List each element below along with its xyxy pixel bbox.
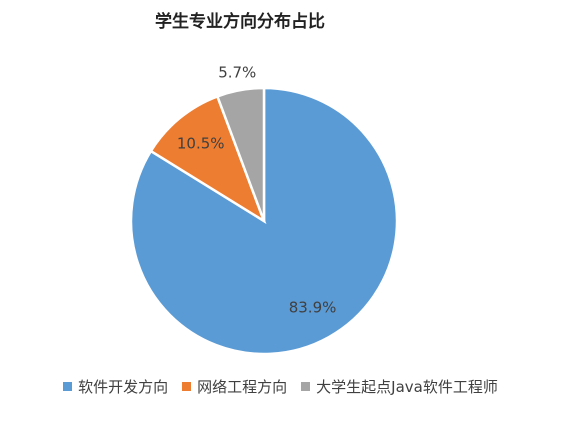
chart: 学生专业方向分布占比 83.9% 10.5% 5.7%: [129, 11, 399, 356]
data-label: 5.7%: [218, 64, 256, 82]
legend-label: 大学生起点Java软件工程师: [316, 378, 498, 396]
legend-item: 软件开发方向: [63, 376, 168, 397]
chart-title: 学生专业方向分布占比: [155, 11, 325, 32]
legend-item: 网络工程方向: [182, 376, 287, 397]
data-label: 83.9%: [289, 299, 337, 317]
legend-swatch: [301, 382, 311, 391]
data-label: 10.5%: [177, 134, 225, 152]
legend-swatch: [182, 382, 192, 391]
legend-label: 网络工程方向: [197, 378, 288, 396]
legend-label: 软件开发方向: [78, 378, 169, 396]
legend: 软件开发方向 网络工程方向 大学生起点Java软件工程师: [0, 376, 561, 397]
legend-swatch: [63, 382, 73, 391]
pie-slice: [149, 94, 267, 224]
legend-item: 大学生起点Java软件工程师: [301, 376, 498, 397]
pie-slice: [215, 86, 266, 222]
